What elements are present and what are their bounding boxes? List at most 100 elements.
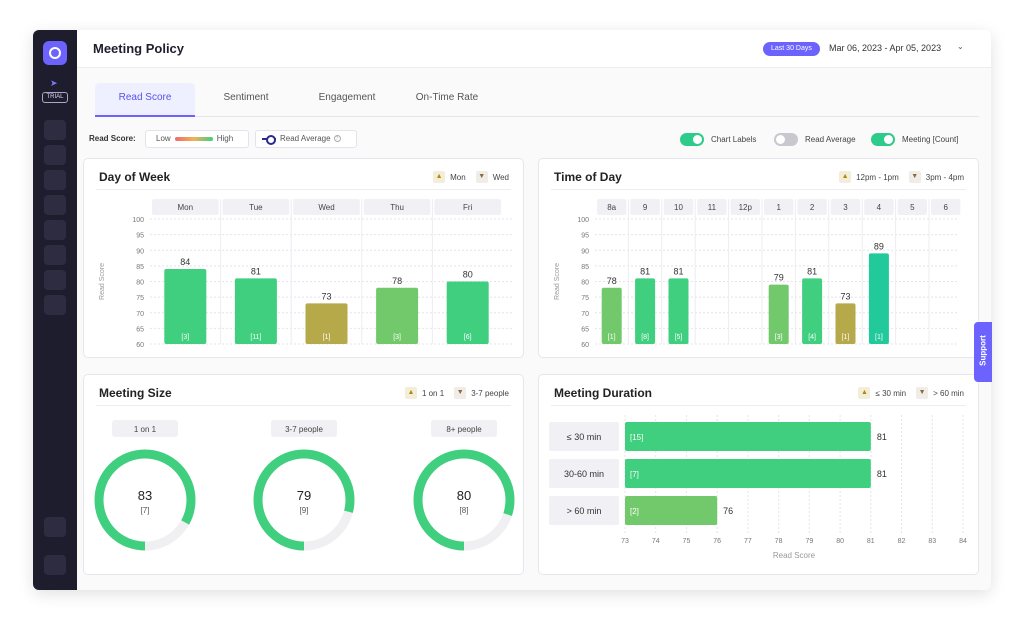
tab-sentiment[interactable]: Sentiment	[223, 92, 269, 103]
x-tick-label: Thu	[390, 203, 404, 212]
sidebar-item-1[interactable]	[44, 120, 66, 140]
x-tick-label: 2	[810, 203, 815, 212]
sidebar-item-profile[interactable]	[44, 555, 66, 575]
worst-label: > 60 min	[933, 388, 964, 398]
support-label: Support	[978, 335, 988, 366]
divider	[551, 189, 966, 190]
data-label: 81	[807, 266, 817, 276]
sidebar-item-6[interactable]	[44, 245, 66, 265]
category-label: 1 on 1	[134, 425, 157, 434]
y-tick-label: 95	[136, 233, 144, 240]
count-label: [3]	[775, 334, 783, 341]
support-button[interactable]: Support	[974, 322, 992, 382]
x-axis-label: Read Score	[773, 551, 816, 560]
chart-labels-toggle[interactable]	[680, 133, 704, 146]
worst-label: 3-7 people	[471, 388, 509, 398]
sidebar-item-2[interactable]	[44, 145, 66, 165]
category-chip	[549, 496, 619, 525]
y-tick-label: 100	[132, 217, 144, 224]
sidebar-item-4[interactable]	[44, 195, 66, 215]
column-header	[663, 199, 694, 215]
sidebar: ➤ TRIAL	[33, 30, 77, 590]
tab-engagement[interactable]: Engagement	[318, 92, 376, 103]
x-tick-label: 8a	[607, 203, 616, 212]
category-label: > 60 min	[567, 506, 602, 516]
time-of-day-card: Time of Day ▲ 12pm - 1pm ▼ 3pm - 4pm 60 65 7…	[538, 158, 979, 358]
x-tick-label: 6	[943, 203, 948, 212]
lowest-icon: ▼	[475, 171, 488, 183]
x-tick-label: 4	[877, 203, 882, 212]
data-label: 81	[673, 266, 683, 276]
data-label: 84	[180, 257, 190, 267]
count-label: [1]	[323, 334, 331, 341]
app-logo-icon[interactable]	[43, 41, 67, 65]
data-label: 81	[640, 266, 650, 276]
y-axis-label: Read Score	[99, 263, 106, 300]
count-label: [3]	[393, 334, 401, 341]
count-label: [6]	[464, 334, 472, 341]
column-header	[697, 199, 727, 215]
donut-count: [7]	[141, 506, 150, 515]
y-tick-label: 65	[581, 326, 589, 333]
column-header	[222, 199, 290, 215]
meeting-count-toggle[interactable]	[871, 133, 895, 146]
sidebar-item-3[interactable]	[44, 170, 66, 190]
bar	[625, 496, 718, 525]
date-range[interactable]: Mar 06, 2023 - Apr 05, 2023	[829, 43, 942, 53]
column-header	[931, 199, 961, 215]
column-header	[597, 199, 627, 215]
main-content: Meeting Policy Last 30 Days Mar 06, 2023…	[77, 30, 991, 590]
y-tick-label: 100	[577, 217, 589, 224]
column-header	[434, 199, 501, 215]
x-tick-label: 74	[652, 538, 660, 545]
sidebar-item-settings[interactable]	[44, 517, 66, 537]
x-tick-label: 77	[744, 538, 752, 545]
read-average-toggle[interactable]	[774, 133, 798, 146]
x-tick-label: 84	[959, 538, 967, 545]
category-label: 8+ people	[446, 425, 482, 434]
y-tick-label: 80	[136, 280, 144, 287]
x-tick-label: 1	[776, 203, 781, 212]
bar	[835, 303, 856, 344]
sidebar-item-7[interactable]	[44, 270, 66, 290]
data-label: 73	[321, 291, 331, 301]
tab-read-score[interactable]: Read Score	[95, 83, 195, 117]
data-label: 81	[877, 432, 887, 442]
tab-on-time-rate[interactable]: On-Time Rate	[415, 92, 479, 103]
y-tick-label: 95	[581, 233, 589, 240]
best-worst-legend: ▲ ≤ 30 min ▼ > 60 min	[858, 387, 964, 399]
trophy-icon: ▲	[433, 171, 446, 183]
donut-count: [9]	[300, 506, 309, 515]
donut-value: 83	[138, 488, 152, 503]
data-label: 80	[463, 270, 473, 280]
sidebar-item-5[interactable]	[44, 220, 66, 240]
high-label: High	[216, 134, 234, 143]
x-tick-label: 82	[898, 538, 906, 545]
category-chip	[549, 459, 619, 488]
y-tick-label: 70	[581, 311, 589, 318]
x-tick-label: Mon	[178, 203, 194, 212]
column-header	[830, 199, 861, 215]
x-tick-label: 75	[683, 538, 691, 545]
help-icon[interactable]: ?	[333, 135, 341, 143]
best-label: 1 on 1	[421, 388, 445, 398]
donut-value: 79	[297, 488, 311, 503]
card-title: Day of Week	[99, 170, 171, 184]
x-tick-label: Fri	[463, 203, 473, 212]
header: Meeting Policy Last 30 Days Mar 06, 2023…	[77, 30, 991, 68]
day-of-week-card: Day of Week ▲ Mon ▼ Wed 60 65 70 75 80 85 90 95 10…	[83, 158, 524, 358]
best-worst-legend: ▲ Mon ▼ Wed	[433, 171, 509, 183]
y-tick-label: 75	[136, 295, 144, 302]
range-badge[interactable]: Last 30 Days	[763, 42, 820, 56]
data-label: 79	[774, 273, 784, 283]
count-label: [1]	[875, 334, 883, 341]
bar	[376, 287, 419, 344]
column-header	[730, 199, 760, 215]
x-tick-label: 3	[843, 203, 848, 212]
category-chip	[549, 422, 619, 451]
x-tick-label: 78	[775, 538, 783, 545]
read-average-legend-label: Read Average	[280, 134, 331, 143]
sidebar-item-8[interactable]	[44, 295, 66, 315]
chevron-down-icon[interactable]: ⌄	[957, 42, 964, 51]
